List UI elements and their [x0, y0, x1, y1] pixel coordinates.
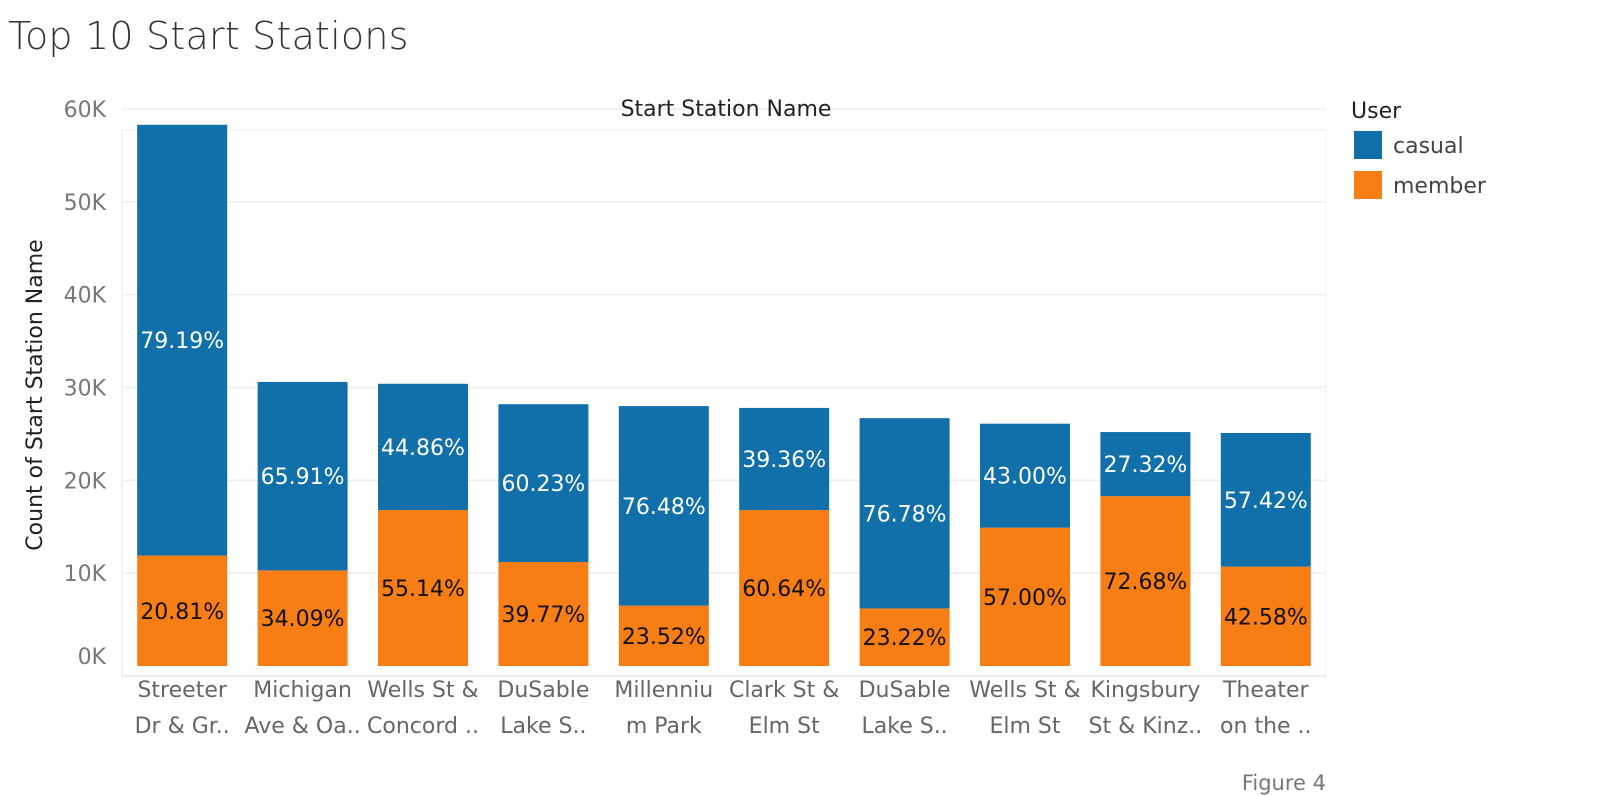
bar-casual	[257, 381, 348, 571]
y-tick-label: 0K	[78, 645, 107, 670]
y-tick-label: 50K	[64, 191, 107, 216]
data-label-casual: 79.19%	[140, 329, 224, 354]
bar-casual	[1220, 432, 1311, 567]
legend: User casual member	[1351, 99, 1487, 199]
data-label-member: 34.09%	[261, 607, 345, 632]
bar-casual	[498, 404, 589, 563]
y-tick-label: 20K	[64, 469, 107, 494]
page-title: Top 10 Start Stations	[8, 14, 409, 58]
bar-casual	[137, 124, 228, 556]
bar-member	[137, 555, 228, 666]
bar-member	[618, 605, 709, 666]
bar-casual	[739, 407, 830, 511]
y-tick-label: 60K	[64, 98, 107, 123]
x-tick-label: Ave & Oa..	[244, 714, 360, 739]
x-axis-categories: Streeter Dr & Gr.. Michigan Ave & Oa.. Wells…	[135, 678, 1312, 739]
x-tick-label: Wells St &	[367, 678, 478, 703]
data-label-casual: 27.32%	[1103, 453, 1187, 478]
bar-member	[378, 510, 468, 666]
x-tick-label: Lake S..	[862, 714, 948, 739]
data-label-casual: 65.91%	[261, 465, 345, 490]
column-header: Start Station Name	[621, 97, 832, 122]
x-tick-label: Streeter	[137, 678, 227, 703]
x-tick-label: on the ..	[1220, 714, 1311, 739]
data-label-member: 23.22%	[863, 626, 947, 651]
y-tick-label: 40K	[64, 284, 107, 309]
bar-member	[739, 510, 830, 666]
y-axis-title: Count of Start Station Name	[23, 239, 48, 550]
x-tick-label: St & Kinz..	[1089, 714, 1203, 739]
data-label-member: 23.52%	[622, 625, 706, 650]
data-label-member: 42.58%	[1224, 605, 1308, 630]
x-tick-label: Wells St &	[969, 678, 1080, 703]
data-label-member: 57.00%	[983, 586, 1067, 611]
x-tick-label: Kingsbury	[1090, 678, 1200, 703]
x-tick-label: m Park	[626, 714, 702, 739]
x-tick-label: DuSable	[859, 678, 951, 703]
legend-label-member: member	[1393, 174, 1487, 199]
legend-label-casual: casual	[1393, 134, 1464, 159]
data-label-casual: 43.00%	[983, 465, 1067, 490]
x-tick-label: Concord ..	[367, 714, 479, 739]
x-tick-label: Lake S..	[500, 714, 586, 739]
data-label-member: 72.68%	[1103, 570, 1187, 595]
segment-labels: 20.81% 79.19% 34.09% 65.91% 55.14% 44.86% 39.7…	[140, 329, 1307, 651]
x-tick-label: Millenniu	[614, 678, 713, 703]
x-tick-label: DuSable	[497, 678, 589, 703]
bar-casual	[1100, 432, 1191, 497]
bar-member	[1100, 496, 1191, 666]
x-tick-label: Theater	[1222, 678, 1310, 703]
bar-member	[257, 570, 348, 666]
x-tick-label: Dr & Gr..	[135, 714, 230, 739]
y-axis-ticks: 0K 10K 20K 30K 40K 50K 60K	[64, 98, 107, 670]
data-label-member: 55.14%	[381, 577, 465, 602]
bar-member	[1220, 566, 1311, 666]
data-label-member: 60.64%	[742, 577, 826, 602]
bar-casual	[378, 383, 468, 511]
bar-member	[859, 608, 950, 666]
x-tick-label: Elm St	[989, 714, 1060, 739]
data-label-member: 39.77%	[501, 603, 585, 628]
x-tick-label: Michigan	[253, 678, 352, 703]
bar-casual	[618, 406, 709, 606]
data-label-casual: 39.36%	[742, 448, 826, 473]
x-tick-label: Elm St	[749, 714, 820, 739]
y-tick-label: 10K	[64, 562, 107, 587]
data-label-casual: 60.23%	[501, 472, 585, 497]
x-tick-label: Clark St &	[729, 678, 839, 703]
y-tick-label: 30K	[64, 377, 107, 402]
legend-swatch-casual	[1354, 131, 1382, 159]
bar-member	[498, 562, 589, 666]
data-label-member: 20.81%	[140, 600, 224, 625]
data-label-casual: 44.86%	[381, 436, 465, 461]
bar-casual	[980, 423, 1070, 528]
bars	[137, 124, 1311, 666]
legend-swatch-member	[1354, 171, 1382, 199]
legend-title: User	[1351, 99, 1402, 124]
bar-casual	[859, 418, 950, 609]
data-label-casual: 57.42%	[1224, 489, 1308, 514]
bar-member	[980, 527, 1070, 666]
data-label-casual: 76.48%	[622, 495, 706, 520]
data-label-casual: 76.78%	[863, 502, 947, 527]
figure-caption: Figure 4	[1242, 771, 1326, 795]
